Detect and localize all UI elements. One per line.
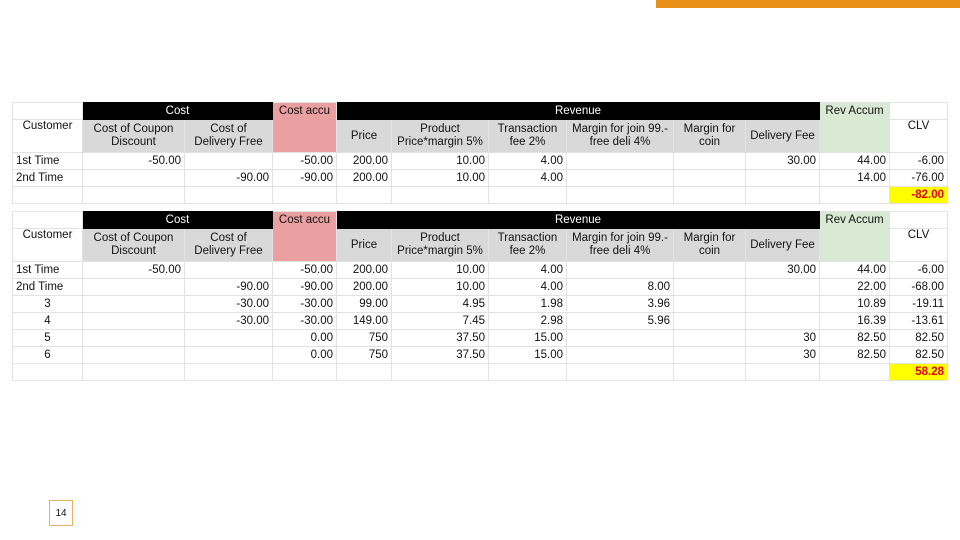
margin-join-header: Margin for join 99.- free deli 4% [566,228,674,262]
table-row: 5 0.00 750 37.50 15.00 30 82.50 82.50 [12,329,948,347]
clv-table-1: Cost Cost accu Revenue Rev Accum Custome… [12,102,948,204]
clv-total: -82.00 [889,186,948,204]
accent-bar [656,0,960,8]
clv-header: CLV [889,228,948,262]
rev-accum-header: Rev Accum [819,102,890,153]
margin-coin-header: Margin for coin [673,119,746,153]
product-margin-header: Product Price*margin 5% [391,119,489,153]
delivery-fee-header: Delivery Fee [745,119,820,153]
coupon-header: Cost of Coupon Discount [82,228,185,262]
revenue-group-header: Revenue [336,102,820,120]
table-row: 1st Time -50.00 -50.00 200.00 10.00 4.00… [12,152,948,170]
table-row: 4 -30.00 -30.00 149.00 7.45 2.98 5.96 16… [12,312,948,330]
page-number: 14 [49,500,73,526]
total-row: 58.28 [12,363,948,381]
customer-header: Customer [12,228,83,262]
customer-header: Customer [12,119,83,153]
clv-table-2: Cost Cost accu Revenue Rev Accum Custome… [12,211,948,381]
table-row: 2nd Time -90.00 -90.00 200.00 10.00 4.00… [12,169,948,187]
transaction-header: Transaction fee 2% [488,228,567,262]
margin-join-header: Margin for join 99.- free deli 4% [566,119,674,153]
cost-accu-header: Cost accu [272,102,337,153]
rev-accum-header: Rev Accum [819,211,890,262]
cost-accu-header: Cost accu [272,211,337,262]
delivery-cost-header: Cost of Delivery Free [184,228,273,262]
price-header: Price [336,119,392,153]
coupon-header: Cost of Coupon Discount [82,119,185,153]
table-row: 1st Time -50.00 -50.00 200.00 10.00 4.00… [12,261,948,279]
revenue-group-header: Revenue [336,211,820,229]
delivery-cost-header: Cost of Delivery Free [184,119,273,153]
cost-group-header: Cost [82,211,273,229]
clv-header: CLV [889,119,948,153]
cost-group-header: Cost [82,102,273,120]
product-margin-header: Product Price*margin 5% [391,228,489,262]
margin-coin-header: Margin for coin [673,228,746,262]
transaction-header: Transaction fee 2% [488,119,567,153]
delivery-fee-header: Delivery Fee [745,228,820,262]
price-header: Price [336,228,392,262]
table-row: 3 -30.00 -30.00 99.00 4.95 1.98 3.96 10.… [12,295,948,313]
table-row: 6 0.00 750 37.50 15.00 30 82.50 82.50 [12,346,948,364]
table-row: 2nd Time -90.00 -90.00 200.00 10.00 4.00… [12,278,948,296]
clv-total: 58.28 [889,363,948,381]
total-row: -82.00 [12,186,948,204]
